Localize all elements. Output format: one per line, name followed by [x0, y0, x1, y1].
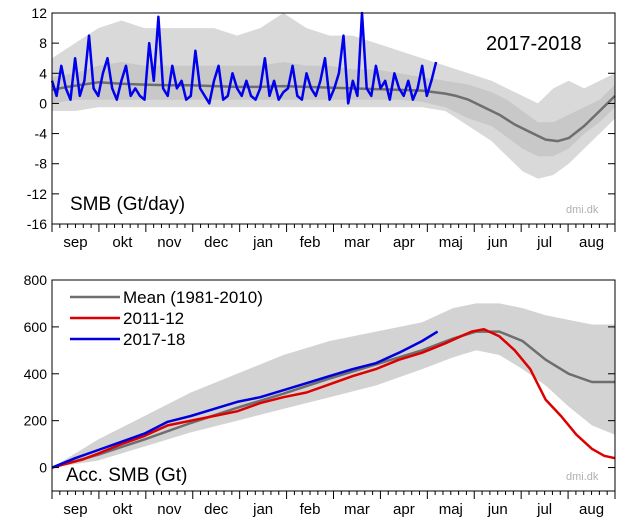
legend-2011-label: 2011-12: [123, 309, 184, 328]
top-season-label: 2017-2018: [486, 33, 582, 55]
top-month-label: maj: [439, 234, 463, 251]
top-ytick-label: 12: [31, 5, 47, 21]
bottom-panel-title: Acc. SMB (Gt): [66, 465, 187, 486]
top-month-label: jan: [252, 234, 273, 251]
bottom-ytick-label: 800: [24, 272, 48, 288]
top-ytick-label: 8: [39, 35, 47, 51]
top-month-label: mar: [344, 234, 370, 251]
top-ytick-label: -16: [27, 216, 47, 232]
bottom-mean-line: [51, 330, 615, 469]
bottom-panel: 800 600 400 200 0 sep okt nov dec jan feb mar apr ma…: [24, 272, 616, 518]
top-month-label: jun: [487, 234, 508, 251]
bottom-watermark: dmi.dk: [566, 471, 599, 483]
top-lines: [50, 11, 616, 143]
bottom-month-label: jan: [252, 501, 273, 518]
top-month-label: aug: [579, 234, 604, 251]
bottom-ytick-label: 600: [24, 319, 48, 335]
bottom-month-label: dec: [204, 501, 229, 518]
top-month-label: sep: [63, 234, 87, 251]
top-month-label: feb: [300, 234, 321, 251]
bottom-range-band: [52, 303, 615, 468]
legend-mean-label: Mean (1981-2010): [123, 288, 263, 307]
bottom-month-label: aug: [579, 501, 604, 518]
bottom-month-label: nov: [157, 501, 182, 518]
bottom-legend: Mean (1981-2010) 2011-12 2017-18: [70, 288, 263, 349]
bottom-month-label: apr: [393, 501, 415, 518]
top-ytick-label: -12: [27, 186, 47, 202]
bottom-month-label: sep: [63, 501, 87, 518]
top-month-label: nov: [157, 234, 182, 251]
bottom-y-axis: 800 600 400 200 0: [24, 272, 615, 476]
legend-2017-label: 2017-18: [123, 330, 185, 349]
bottom-2011-line: [51, 327, 616, 469]
top-month-label: dec: [204, 234, 229, 251]
bottom-month-label: jul: [536, 501, 552, 518]
bottom-month-label: jun: [487, 501, 508, 518]
bottom-x-axis: sep okt nov dec jan feb mar apr maj jun jul aug: [51, 491, 616, 518]
bottom-2017-line: [51, 330, 439, 469]
bottom-bands: [52, 303, 615, 468]
bottom-ytick-label: 200: [24, 413, 48, 429]
bottom-ytick-label: 0: [39, 460, 47, 476]
top-panel: 12 8 4 0 -4 -8 -12 -16 sep okt nov dec jan feb mar apr…: [27, 5, 616, 251]
top-panel-title: SMB (Gt/day): [70, 194, 185, 215]
bottom-month-label: mar: [344, 501, 370, 518]
top-current-line: [50, 11, 438, 105]
top-month-label: jul: [536, 234, 552, 251]
top-watermark: dmi.dk: [566, 204, 599, 216]
top-y-axis: 12 8 4 0 -4 -8 -12 -16: [27, 5, 615, 232]
top-ytick-label: -8: [35, 156, 48, 172]
top-month-label: apr: [393, 234, 415, 251]
top-ytick-label: -4: [35, 126, 48, 142]
bottom-lines: [51, 327, 616, 469]
top-ytick-label: 4: [39, 65, 47, 81]
bottom-month-label: okt: [112, 501, 133, 518]
bottom-ytick-label: 400: [24, 366, 48, 382]
bottom-month-label: maj: [439, 501, 463, 518]
top-month-label: okt: [112, 234, 133, 251]
bottom-month-label: feb: [300, 501, 321, 518]
top-x-axis: sep okt nov dec jan feb mar apr maj jun jul aug: [51, 224, 616, 251]
top-ytick-label: 0: [39, 95, 47, 111]
